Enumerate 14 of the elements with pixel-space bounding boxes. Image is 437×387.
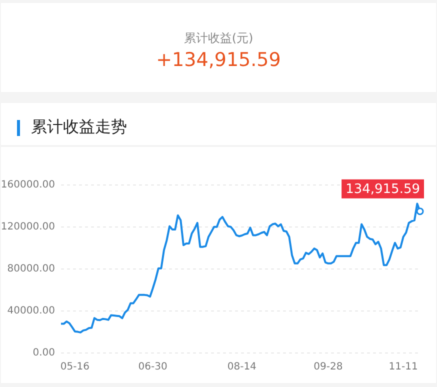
- y-tick-label: 80000.00: [7, 264, 55, 275]
- text: 累计收益(元): [182, 30, 254, 47]
- chart-title: 累计收益走势: [31, 117, 127, 138]
- y-tick-label: 0.00: [32, 348, 55, 359]
- x-tick-label: 06-30: [138, 362, 168, 373]
- x-tick-label: 11-11: [388, 362, 418, 373]
- y-tick-label: 120000.00: [0, 222, 55, 233]
- x-tick-label: 08-14: [227, 362, 256, 373]
- annotation: 134,915.59: [346, 182, 420, 198]
- text: +134,915.59: [155, 49, 282, 71]
- x-tick-label: 09-28: [314, 362, 343, 373]
- y-tick-label: 160000.00: [0, 180, 55, 191]
- y-tick-label: 40000.00: [7, 306, 55, 317]
- x-tick-label: 05-16: [60, 362, 90, 373]
